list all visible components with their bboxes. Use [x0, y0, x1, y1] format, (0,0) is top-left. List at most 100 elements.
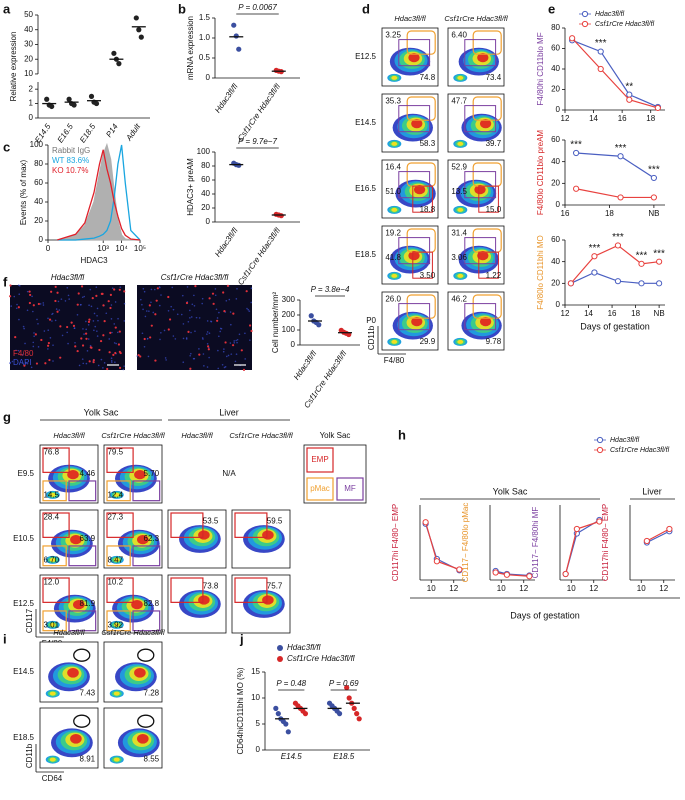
nucleus — [198, 348, 200, 350]
nucleus — [170, 305, 172, 308]
density — [391, 273, 398, 278]
legend-label: KO 10.7% — [52, 166, 88, 175]
image-title: Csf1rCre Hdac3fl/fl — [161, 273, 229, 282]
gate-legend-box — [336, 477, 364, 501]
y-tick-label: 100 — [282, 325, 296, 334]
f4-80-cell — [80, 337, 83, 340]
gate — [398, 171, 431, 199]
marker — [562, 570, 569, 578]
nucleus — [172, 335, 175, 337]
f4-80-cell — [14, 336, 17, 339]
dot — [133, 15, 139, 21]
marker — [614, 278, 622, 285]
nucleus — [37, 322, 39, 325]
nucleus — [208, 332, 211, 335]
significance: *** — [570, 140, 582, 151]
gate-value: 14.5 — [43, 491, 59, 500]
nucleus — [148, 310, 150, 312]
gate-value: 12.0 — [43, 578, 59, 587]
x-tick-label: 18 — [631, 309, 640, 318]
nucleus — [123, 302, 126, 305]
nucleus — [229, 342, 232, 344]
nucleus — [236, 341, 238, 344]
density — [113, 492, 120, 497]
significance: *** — [595, 38, 607, 49]
density — [457, 207, 464, 212]
f4-80-cell — [50, 290, 53, 293]
nucleus — [159, 338, 161, 341]
density — [457, 141, 464, 146]
nucleus — [185, 337, 188, 339]
gate — [68, 610, 97, 632]
x-tick-label: 16 — [618, 114, 627, 123]
gate — [73, 714, 91, 728]
nucleus — [235, 298, 238, 300]
x-tick-label: 12 — [589, 584, 598, 593]
p-value: P = 0.48 — [276, 679, 306, 688]
nucleus — [225, 355, 228, 358]
y-axis-label: mRNA expression — [186, 16, 195, 80]
nucleus — [206, 366, 209, 368]
y-axis-label: CD11b — [25, 743, 34, 768]
marker — [638, 280, 645, 287]
gate-value: 3.25 — [385, 31, 401, 40]
legend-marker — [596, 436, 604, 444]
nucleus — [233, 341, 236, 344]
y-tick-label: 0 — [556, 105, 561, 114]
density — [408, 251, 420, 261]
nucleus — [201, 337, 204, 339]
nucleus — [47, 348, 49, 350]
density — [414, 185, 426, 195]
significance: ** — [625, 81, 633, 92]
marker — [492, 569, 499, 576]
nucleus — [87, 323, 90, 326]
nucleus — [83, 333, 85, 335]
nucleus — [47, 329, 50, 331]
y-axis-label: HDAC3+ preAM — [186, 158, 195, 216]
f4-80-cell — [17, 306, 20, 309]
nucleus — [66, 331, 69, 334]
dot — [236, 162, 242, 168]
gate-value: 8.47 — [107, 556, 123, 565]
f4-80-cell — [222, 291, 225, 294]
f4-80-cell — [35, 362, 39, 365]
gate-value: 1.22 — [486, 271, 502, 280]
nucleus — [32, 341, 35, 344]
density — [477, 251, 489, 261]
f4-80-cell — [118, 350, 121, 353]
f4-80-cell — [44, 362, 47, 365]
gate — [106, 577, 134, 603]
y-axis-label: CD117− F4/80lo pMac — [461, 503, 470, 583]
gate-value: 39.7 — [486, 139, 502, 148]
dot — [308, 313, 314, 319]
dot — [49, 103, 55, 110]
row-label: E14.5 — [13, 667, 34, 676]
x-tick-label: E14.5 — [281, 752, 302, 761]
nucleus — [234, 360, 237, 363]
nucleus — [158, 286, 161, 288]
y-tick-label: 0 — [29, 113, 34, 122]
x-tick-label: E18.5 — [78, 122, 98, 145]
gate — [42, 577, 70, 603]
panel-letter: a — [3, 1, 11, 16]
gate-value: 31.4 — [451, 229, 467, 238]
f4-80-cell — [59, 356, 62, 359]
nucleus — [33, 332, 35, 334]
legend-label: Hdac3fl/fl — [287, 643, 321, 652]
f4-80-cell — [91, 297, 94, 300]
marker — [573, 149, 580, 157]
nucleus — [174, 338, 177, 340]
f4-80-cell — [118, 288, 121, 291]
gate — [464, 171, 497, 199]
marker — [596, 518, 603, 525]
image-title: Hdac3fl/fl — [51, 273, 85, 282]
row-label: E12.5 — [13, 599, 34, 608]
nucleus — [233, 340, 236, 342]
nucleus — [74, 341, 76, 344]
y-axis-label: Relative expression — [9, 32, 18, 102]
nucleus — [108, 338, 111, 340]
marker — [503, 571, 510, 578]
density — [391, 339, 398, 344]
f4-80-cell — [108, 351, 111, 354]
